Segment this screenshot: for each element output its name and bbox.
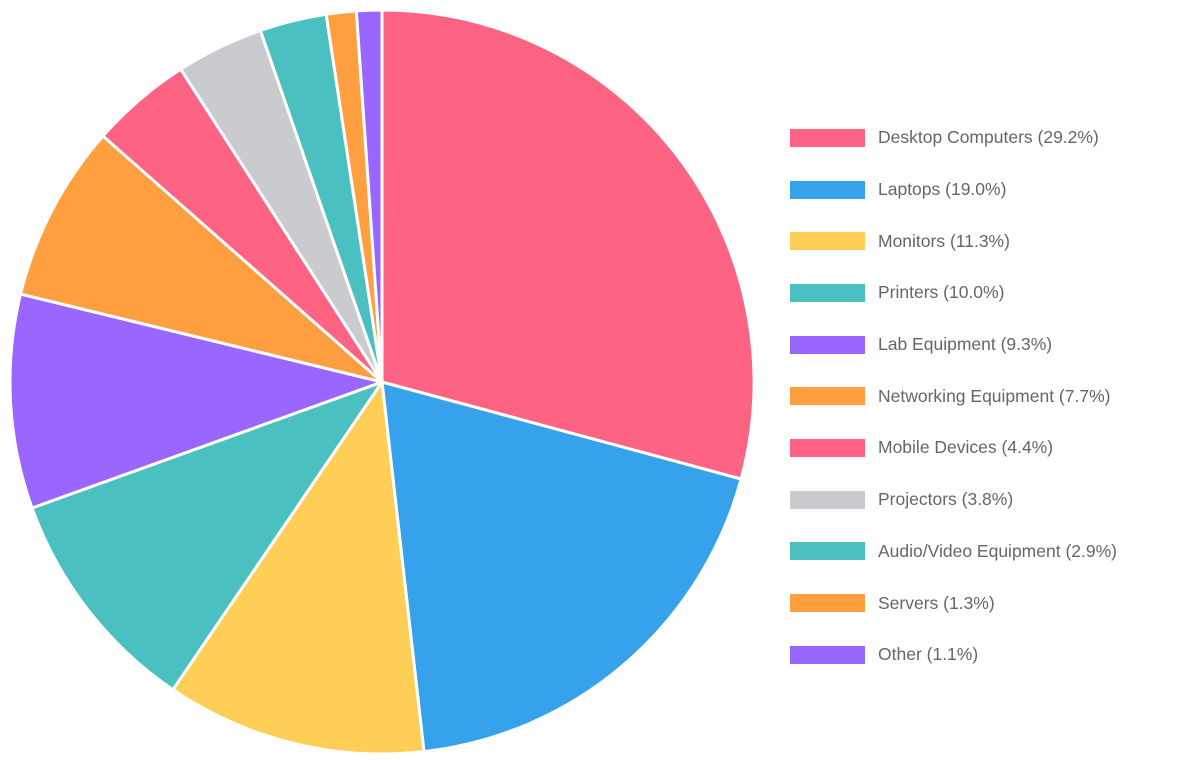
legend-item-projectors[interactable]: Projectors (3.8%): [790, 474, 1180, 526]
pie-slice-other[interactable]: [354, 8, 384, 384]
legend-label: Other (1.1%): [878, 644, 979, 665]
legend-item-mobile-devices[interactable]: Mobile Devices (4.4%): [790, 422, 1180, 474]
pie-slice-desktop-computers[interactable]: [380, 8, 756, 481]
pie-slice-lab-equipment[interactable]: [8, 292, 384, 510]
pie-slice-printers[interactable]: [30, 380, 384, 692]
legend-label: Servers (1.3%): [878, 592, 995, 613]
legend-item-desktop-computers[interactable]: Desktop Computers (29.2%): [790, 112, 1180, 164]
pie-slice-monitors[interactable]: [171, 380, 426, 756]
legend-item-networking-equipment[interactable]: Networking Equipment (7.7%): [790, 370, 1180, 422]
legend-swatch: [790, 438, 865, 457]
legend-label: Laptops (19.0%): [878, 179, 1007, 200]
legend-label: Audio/Video Equipment (2.9%): [878, 540, 1117, 561]
legend-swatch: [790, 283, 865, 302]
legend-item-servers[interactable]: Servers (1.3%): [790, 577, 1180, 629]
legend-item-audio-video-equipment[interactable]: Audio/Video Equipment (2.9%): [790, 526, 1180, 578]
legend-label: Printers (10.0%): [878, 282, 1005, 303]
chart-legend: Desktop Computers (29.2%) Laptops (19.0%)…: [790, 112, 1180, 681]
legend-swatch: [790, 232, 865, 251]
legend-label: Desktop Computers (29.2%): [878, 127, 1099, 148]
pie-slice-laptops[interactable]: [380, 380, 743, 754]
legend-swatch: [790, 490, 865, 509]
legend-label: Lab Equipment (9.3%): [878, 334, 1053, 355]
legend-swatch: [790, 645, 865, 664]
legend-label: Networking Equipment (7.7%): [878, 385, 1111, 406]
legend-swatch: [790, 335, 865, 354]
legend-label: Monitors (11.3%): [878, 230, 1010, 251]
legend-swatch: [790, 594, 865, 613]
pie-plot-area: [8, 8, 756, 756]
legend-item-printers[interactable]: Printers (10.0%): [790, 267, 1180, 319]
legend-swatch: [790, 387, 865, 406]
legend-label: Projectors (3.8%): [878, 489, 1014, 510]
legend-item-laptops[interactable]: Laptops (19.0%): [790, 164, 1180, 216]
legend-swatch: [790, 180, 865, 199]
legend-label: Mobile Devices (4.4%): [878, 437, 1054, 458]
legend-swatch: [790, 128, 865, 147]
legend-item-other[interactable]: Other (1.1%): [790, 629, 1180, 681]
legend-swatch: [790, 542, 865, 561]
legend-item-monitors[interactable]: Monitors (11.3%): [790, 215, 1180, 267]
legend-item-lab-equipment[interactable]: Lab Equipment (9.3%): [790, 319, 1180, 371]
pie-slice-networking-equipment[interactable]: [19, 134, 384, 384]
